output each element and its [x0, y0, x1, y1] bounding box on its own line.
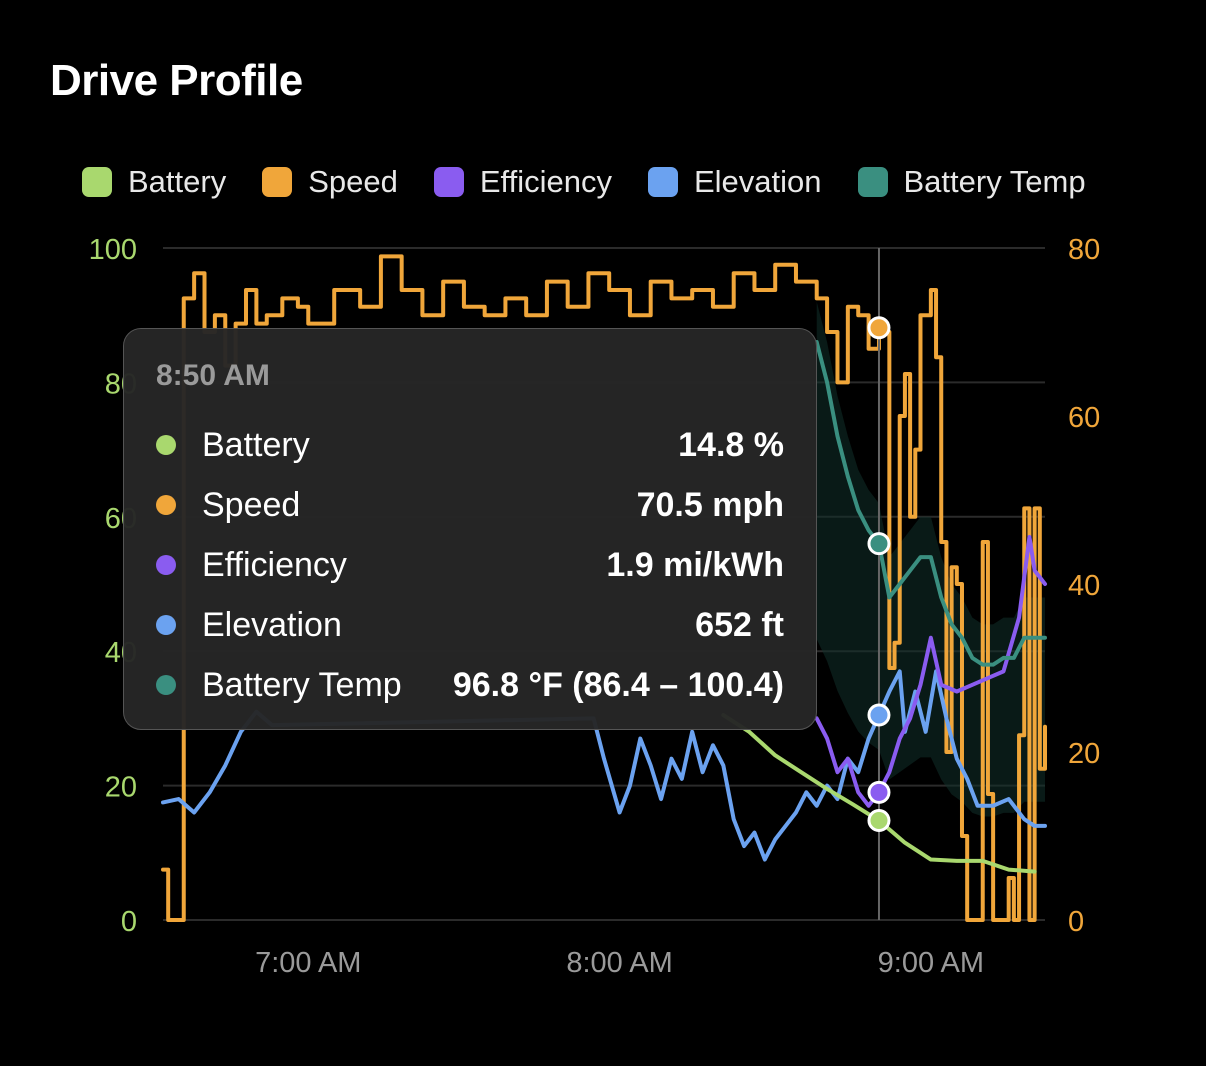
- tooltip-time: 8:50 AM: [156, 359, 270, 392]
- efficiency-marker: [867, 780, 891, 804]
- x-tick-label: 9:00 AM: [878, 947, 984, 979]
- speed-line: [161, 254, 1047, 922]
- legend-item-efficiency[interactable]: Efficiency: [433, 164, 612, 200]
- y-right-tick-label: 20: [1068, 738, 1100, 770]
- tooltip-row-battery: Battery 14.8 %: [156, 425, 784, 465]
- x-tick-label: 8:00 AM: [566, 947, 672, 979]
- legend-swatch-battery: [82, 167, 112, 197]
- tooltip-label-elevation: Elevation: [202, 605, 342, 644]
- efficiency-line: [814, 534, 1047, 808]
- x-tick-label: 7:00 AM: [255, 947, 361, 979]
- y-left-tick-label: 20: [105, 772, 137, 804]
- tooltip-value-efficiency: 1.9 mi/kWh: [606, 545, 784, 584]
- legend-swatch-speed: [262, 167, 293, 197]
- y-right-tick-label: 40: [1068, 570, 1100, 602]
- tooltip-row-efficiency: Efficiency 1.9 mi/kWh: [156, 545, 784, 585]
- tooltip-label-efficiency: Efficiency: [202, 545, 347, 584]
- tooltip-row-speed: Speed 70.5 mph: [156, 485, 784, 525]
- y-right-tick-label: 80: [1068, 234, 1100, 266]
- tooltip-dot-elevation: [156, 615, 176, 635]
- legend-label-elevation: Elevation: [693, 164, 822, 199]
- legend-item-speed[interactable]: Speed: [262, 164, 398, 200]
- tooltip-value-elevation: 652 ft: [695, 605, 784, 644]
- chart-legend: Battery Speed Efficiency Elevation Batte…: [82, 164, 1086, 200]
- tooltip-label-battery: Battery: [202, 425, 310, 464]
- tooltip-value-speed: 70.5 mph: [636, 485, 784, 524]
- y-right-tick-label: 60: [1068, 402, 1100, 434]
- battery-marker: [867, 809, 891, 833]
- crosshair-markers: [867, 316, 891, 833]
- tooltip-value-battery: 14.8 %: [678, 425, 784, 464]
- legend-label-efficiency: Efficiency: [479, 164, 612, 199]
- battery-temp-marker: [867, 532, 891, 556]
- elevation-line: [161, 669, 1047, 862]
- legend-item-battery[interactable]: Battery: [82, 164, 226, 200]
- legend-label-battery-temp: Battery Temp: [903, 164, 1086, 199]
- legend-swatch-efficiency: [433, 167, 464, 197]
- legend-label-battery: Battery: [128, 164, 227, 199]
- tooltip-value-battery-temp: 96.8 °F (86.4 – 100.4): [452, 665, 784, 704]
- tooltip-row-battery-temp: Battery Temp 96.8 °F (86.4 – 100.4): [156, 665, 784, 705]
- legend-swatch-elevation: [647, 167, 678, 197]
- y-right-tick-label: 0: [1068, 906, 1084, 938]
- tooltip-label-speed: Speed: [202, 485, 301, 524]
- legend-item-battery-temp[interactable]: Battery Temp: [857, 164, 1086, 200]
- tooltip-dot-efficiency: [156, 555, 176, 575]
- legend-label-speed: Speed: [308, 164, 398, 199]
- speed-marker: [867, 316, 891, 340]
- legend-swatch-battery-temp: [857, 167, 888, 197]
- legend-item-elevation[interactable]: Elevation: [647, 164, 822, 200]
- elevation-marker: [867, 703, 891, 727]
- tooltip-label-battery-temp: Battery Temp: [202, 665, 402, 704]
- y-left-tick-label: 100: [89, 234, 137, 266]
- tooltip: 8:50 AM Battery 14.8 % Speed 70.5 mph Ef…: [123, 328, 817, 730]
- tooltip-dot-battery-temp: [156, 675, 176, 695]
- battery-temp-line: [814, 340, 1047, 667]
- tooltip-dot-battery: [156, 435, 176, 455]
- y-left-tick-label: 0: [121, 906, 137, 938]
- tooltip-dot-speed: [156, 495, 176, 515]
- chart-title: Drive Profile: [50, 56, 303, 105]
- tooltip-row-elevation: Elevation 652 ft: [156, 605, 784, 645]
